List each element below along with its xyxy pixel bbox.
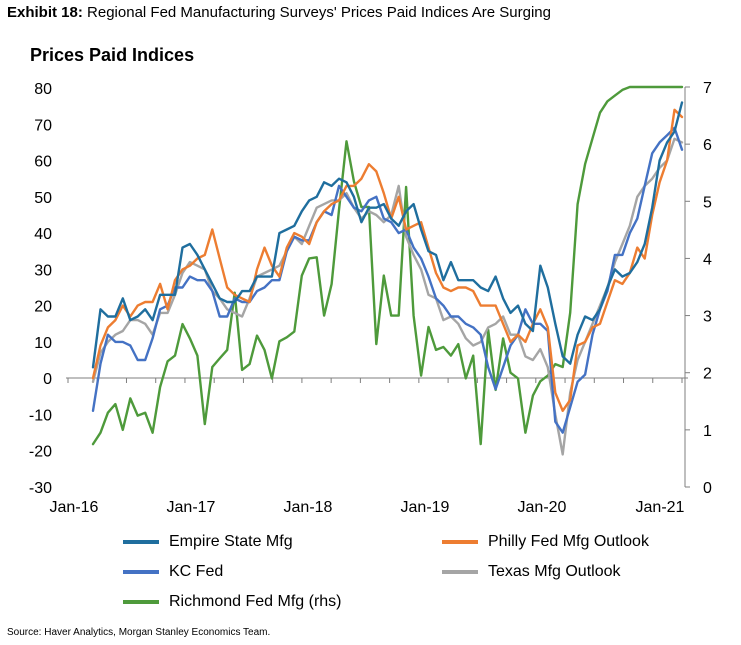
series-line-kc-fed	[91, 126, 684, 434]
right-tick-label: 2	[703, 366, 712, 383]
chart-title: Prices Paid Indices	[30, 45, 195, 65]
x-tick-label: Jan-16	[50, 499, 99, 516]
left-tick-label: 80	[34, 81, 52, 98]
legend-swatch	[123, 540, 159, 544]
right-tick-label: 7	[703, 80, 712, 97]
left-tick-label: -20	[29, 444, 52, 461]
x-tick-label: Jan-19	[401, 499, 450, 516]
left-tick-label: 70	[34, 117, 52, 134]
left-tick-label: 60	[34, 154, 52, 171]
source-note: Source: Haver Analytics, Morgan Stanley …	[7, 627, 271, 638]
legend-swatch	[442, 540, 478, 544]
left-tick-label: 20	[34, 299, 52, 316]
series-line-texas-mfg-outlook	[91, 137, 684, 456]
x-tick-label: Jan-20	[518, 499, 567, 516]
right-tick-label: 1	[703, 423, 712, 440]
legend-label: Empire State Mfg	[169, 533, 293, 550]
legend-label: KC Fed	[169, 563, 224, 580]
legend-swatch	[123, 600, 159, 604]
legend-label: Texas Mfg Outlook	[488, 563, 621, 580]
legend-item-philly-fed-mfg-outlook: Philly Fed Mfg Outlook	[442, 533, 649, 551]
x-tick-label: Jan-21	[636, 499, 685, 516]
series-line-empire-state-mfg	[91, 101, 684, 369]
left-tick-label: 0	[43, 371, 52, 388]
legend-item-kc-fed: KC Fed	[123, 563, 223, 581]
exhibit-title: Regional Fed Manufacturing Surveys' Pric…	[87, 4, 551, 21]
series-line-philly-fed-mfg-outlook	[91, 108, 684, 412]
legend-swatch	[123, 570, 159, 574]
right-tick-label: 3	[703, 309, 712, 326]
chart-canvas: -30 -20 -10 0 10 20 30 40 50 60 70 80 0 1 2 3 4 5 6 7 Jan-16…	[29, 80, 712, 516]
right-tick-label: 4	[703, 251, 712, 268]
x-tick-label: Jan-17	[167, 499, 216, 516]
left-tick-label: 50	[34, 190, 52, 207]
left-tick-label: 10	[34, 335, 52, 352]
left-tick-label: 40	[34, 226, 52, 243]
exhibit-header: Exhibit 18: Regional Fed Manufacturing S…	[7, 4, 551, 21]
legend-item-richmond-fed-mfg-rhs: Richmond Fed Mfg (rhs)	[123, 593, 342, 611]
legend-item-empire-state-mfg: Empire State Mfg	[123, 533, 293, 551]
left-tick-label: -10	[29, 407, 52, 424]
left-tick-label: 30	[34, 262, 52, 279]
legend-label: Richmond Fed Mfg (rhs)	[169, 593, 342, 610]
legend-swatch	[442, 570, 478, 574]
exhibit-label: Exhibit 18:	[7, 4, 83, 21]
right-tick-label: 5	[703, 194, 712, 211]
legend-item-texas-mfg-outlook: Texas Mfg Outlook	[442, 563, 621, 581]
right-tick-label: 0	[703, 480, 712, 497]
left-tick-label: -30	[29, 480, 52, 497]
right-tick-label: 6	[703, 137, 712, 154]
legend-label: Philly Fed Mfg Outlook	[488, 533, 649, 550]
x-tick-label: Jan-18	[284, 499, 333, 516]
series-line-richmond-fed-mfg-rhs	[91, 85, 684, 446]
chart-legend: Empire State Mfg Philly Fed Mfg Outlook KC…	[123, 533, 649, 611]
